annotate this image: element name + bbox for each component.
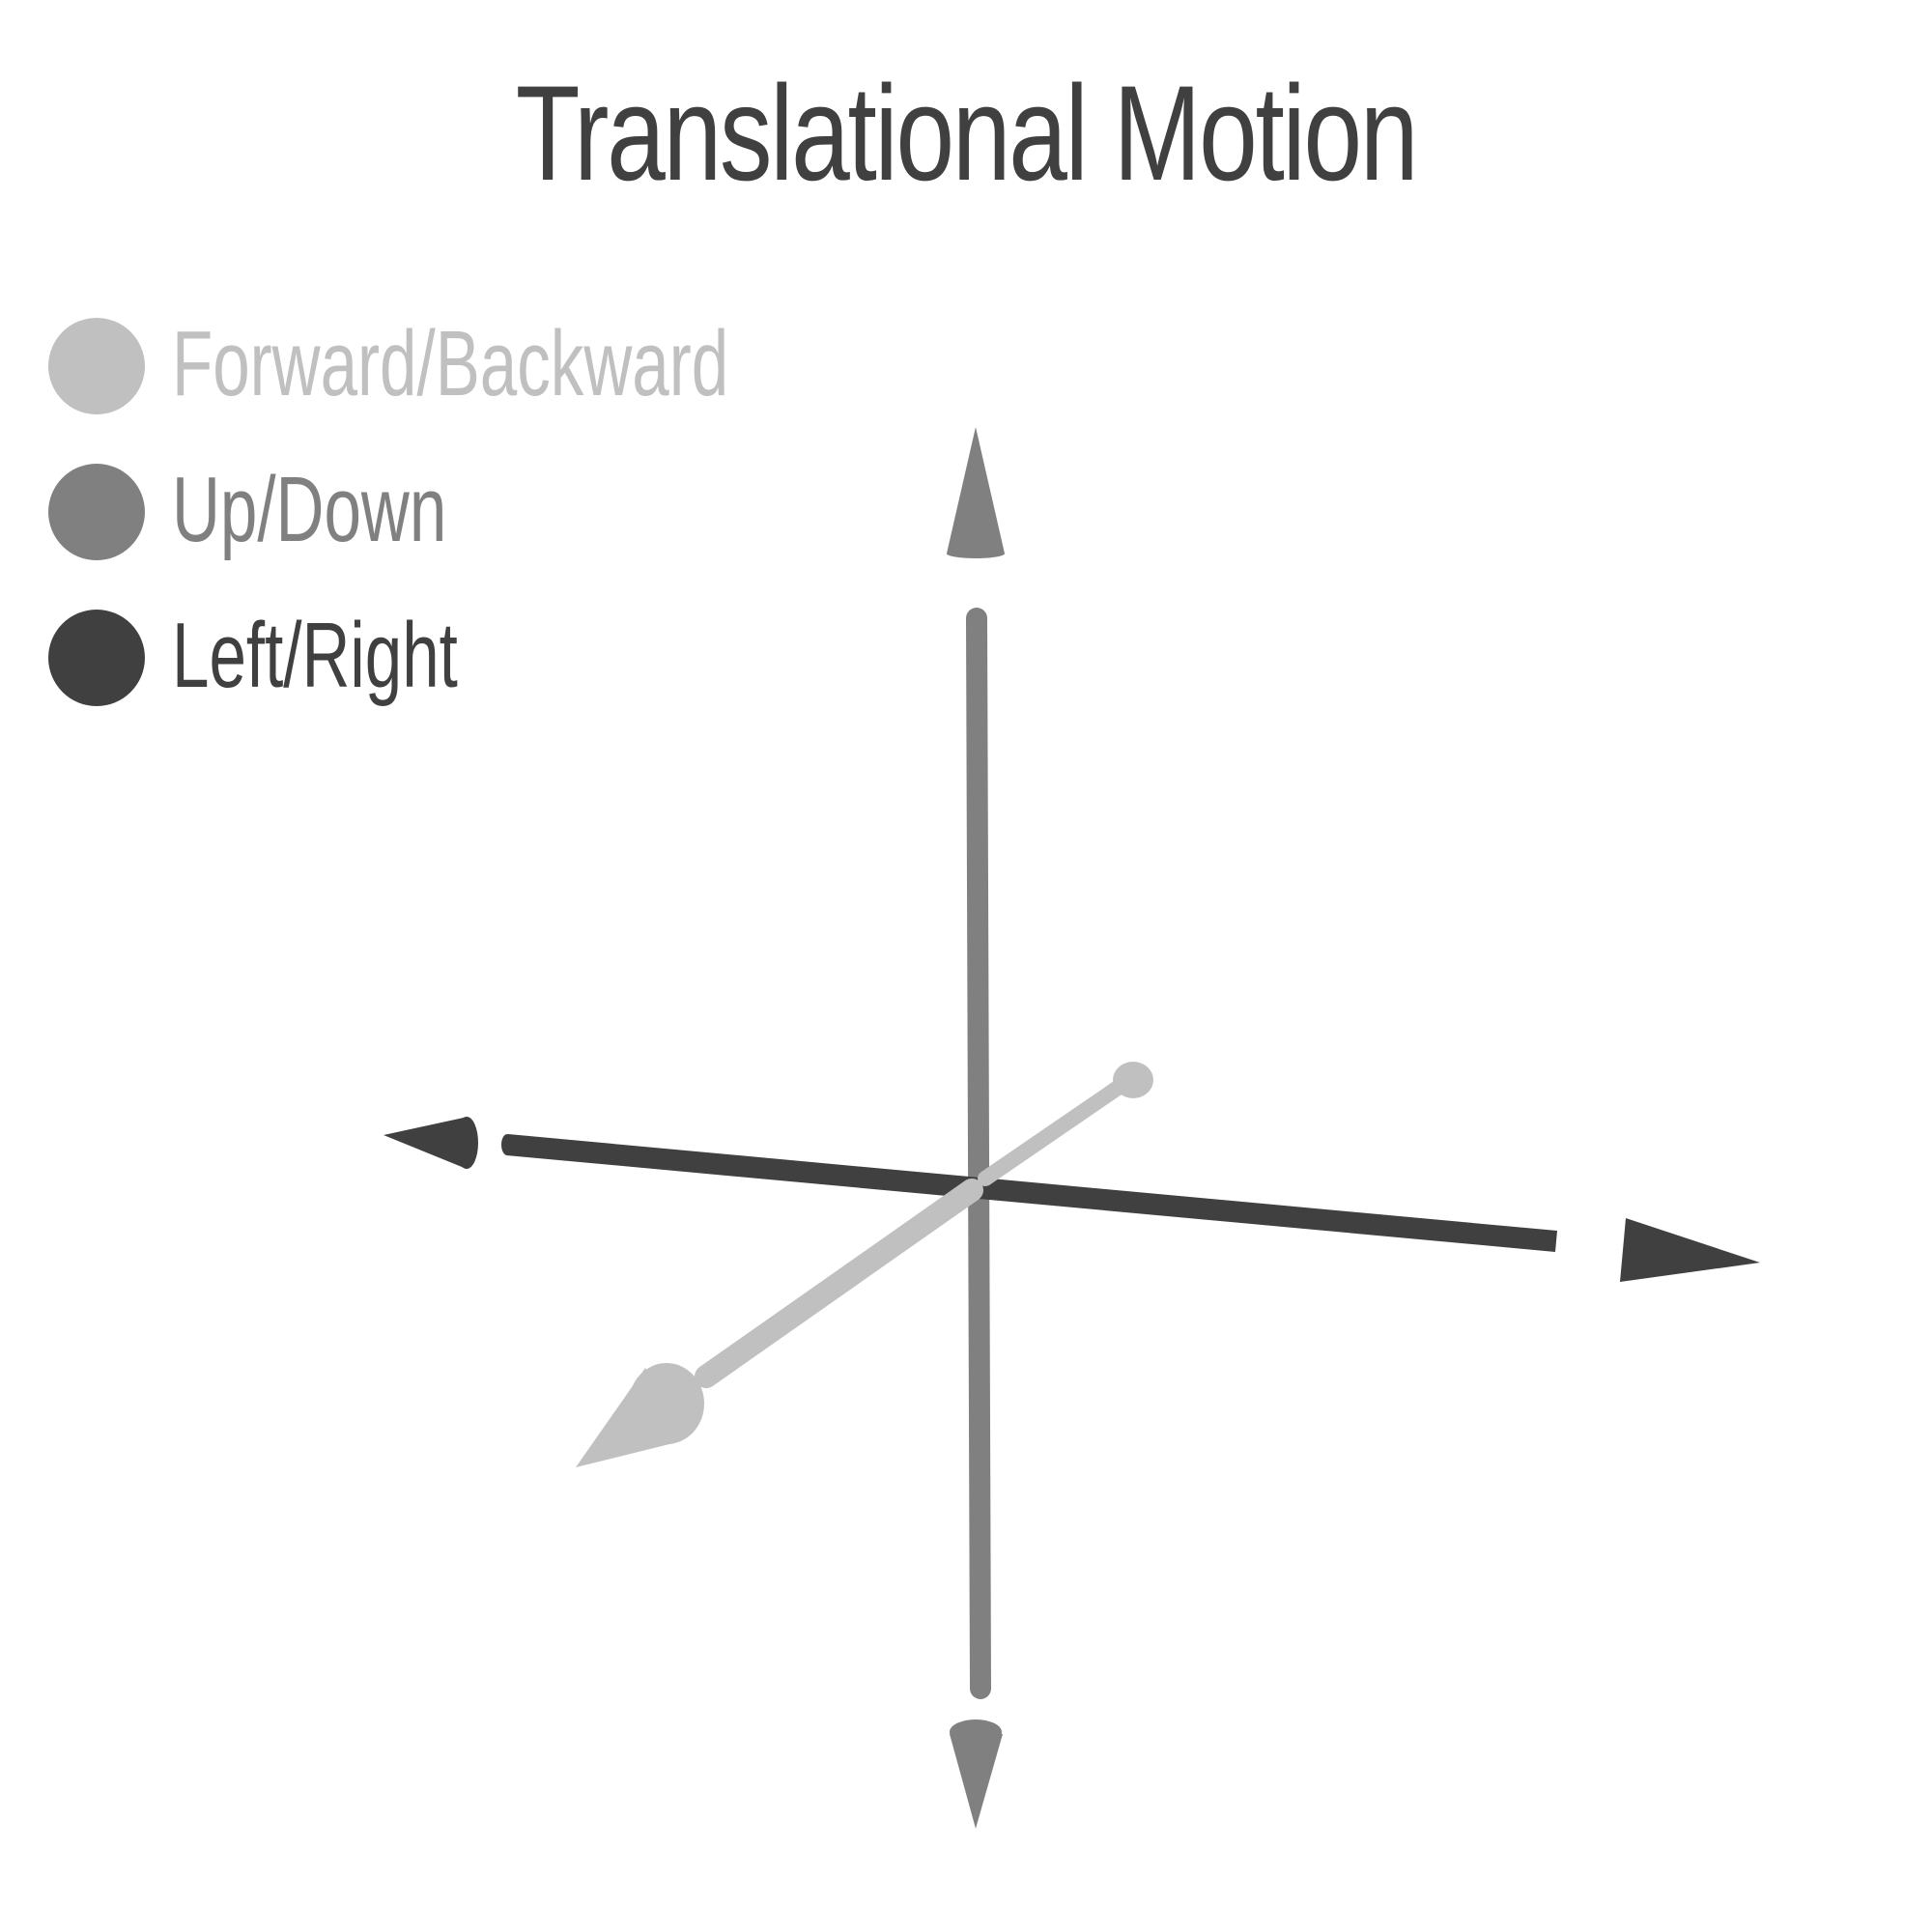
forward-backward-shaft-back — [978, 1076, 1131, 1186]
forward-backward-axis — [576, 1062, 1153, 1467]
down-arrow-head — [950, 1734, 1003, 1829]
backward-arrow-head — [1113, 1062, 1153, 1098]
left-right-shaft-cap — [501, 1134, 513, 1155]
up-down-shaft — [966, 608, 991, 1699]
legend-item-up-down: Up/Down — [46, 458, 781, 567]
up-down-axis — [947, 427, 1005, 1829]
legend-label-left-right: Left/Right — [172, 604, 458, 707]
left-arrow-base — [455, 1117, 478, 1169]
legend-swatch-forward-backward — [48, 318, 145, 414]
forward-arrow-base — [629, 1363, 704, 1444]
right-arrow-head — [1620, 1218, 1760, 1282]
forward-backward-shaft-front — [695, 1179, 983, 1388]
legend-item-left-right: Left/Right — [46, 604, 781, 713]
legend-item-forward-backward: Forward/Backward — [46, 312, 781, 421]
up-arrow-base — [947, 549, 1005, 558]
down-arrow-base — [950, 1719, 1002, 1745]
left-right-shaft — [505, 1134, 1558, 1252]
legend-label-forward-backward: Forward/Backward — [172, 312, 729, 415]
left-right-axis — [384, 1117, 1760, 1282]
left-arrow-head — [384, 1118, 467, 1169]
up-arrow-head — [947, 427, 1005, 554]
legend-swatch-left-right — [48, 610, 145, 706]
legend-label-up-down: Up/Down — [172, 458, 447, 561]
legend-swatch-up-down — [48, 464, 145, 560]
page-title: Translational Motion — [515, 57, 1419, 209]
